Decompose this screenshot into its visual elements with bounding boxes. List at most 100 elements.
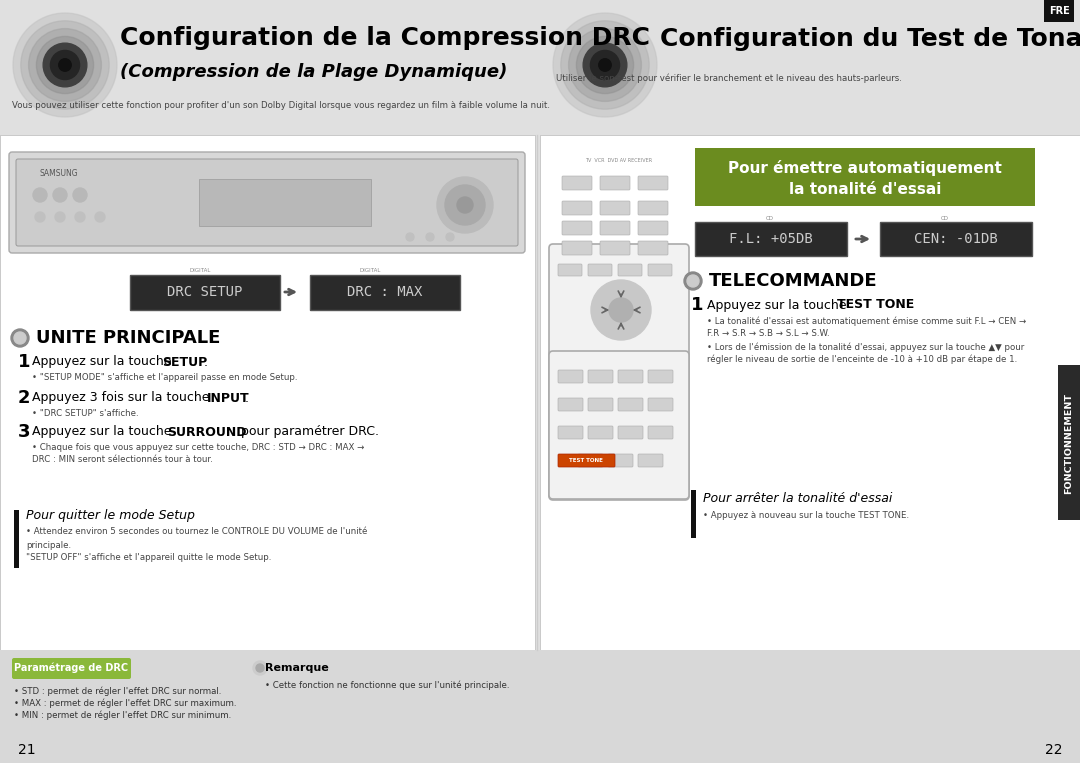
Circle shape [445,185,485,225]
Circle shape [13,13,117,117]
Circle shape [53,188,67,202]
Text: INPUT: INPUT [207,391,249,404]
FancyBboxPatch shape [0,135,535,650]
FancyBboxPatch shape [1058,365,1080,520]
Circle shape [591,50,620,79]
FancyBboxPatch shape [638,176,669,190]
Text: • "DRC SETUP" s'affiche.: • "DRC SETUP" s'affiche. [32,410,138,418]
Text: .: . [245,391,249,404]
Text: la tonalité d'essai: la tonalité d'essai [788,182,941,198]
Text: .: . [204,356,208,369]
Text: Pour émettre automatiquement: Pour émettre automatiquement [728,160,1002,176]
Circle shape [37,37,94,94]
Text: Pour quitter le mode Setup: Pour quitter le mode Setup [26,510,194,523]
FancyBboxPatch shape [618,426,643,439]
Circle shape [684,272,702,290]
Text: (Compression de la Plage Dynamique): (Compression de la Plage Dynamique) [120,63,508,81]
Circle shape [598,59,611,71]
FancyBboxPatch shape [618,398,643,411]
FancyBboxPatch shape [0,650,1080,763]
Circle shape [51,50,80,79]
FancyBboxPatch shape [600,241,630,255]
Text: DRC : MIN seront sélectionnés tour à tour.: DRC : MIN seront sélectionnés tour à tou… [32,456,213,465]
Text: Appuyez sur la touche: Appuyez sur la touche [707,298,851,311]
Text: Utiliser le son-test pour vérifier le branchement et le niveau des hauts-parleur: Utiliser le son-test pour vérifier le br… [556,73,902,82]
Text: Pour arrêter la tonalité d'essai: Pour arrêter la tonalité d'essai [703,491,892,504]
Circle shape [95,212,105,222]
FancyBboxPatch shape [540,135,1080,650]
Text: "SETUP OFF" s'affiche et l'appareil quitte le mode Setup.: "SETUP OFF" s'affiche et l'appareil quit… [26,553,271,562]
Text: • La tonalité d'essai est automatiquement émise comme suit F.L → CEN →: • La tonalité d'essai est automatiquemen… [707,316,1026,326]
FancyBboxPatch shape [600,201,630,215]
Circle shape [256,664,264,672]
Text: Remarque: Remarque [265,663,328,673]
FancyBboxPatch shape [600,221,630,235]
Text: 1: 1 [691,296,703,314]
FancyBboxPatch shape [600,176,630,190]
Text: UNITE PRINCIPALE: UNITE PRINCIPALE [36,329,220,347]
Circle shape [28,28,102,101]
FancyBboxPatch shape [696,222,847,256]
Text: • STD : permet de régler l'effet DRC sur normal.: • STD : permet de régler l'effet DRC sur… [14,686,221,696]
Text: Configuration du Test de Tonalité: Configuration du Test de Tonalité [660,25,1080,51]
FancyBboxPatch shape [558,398,583,411]
Text: 22: 22 [1044,743,1062,757]
Text: Appuyez sur la touche: Appuyez sur la touche [32,426,175,439]
Text: • Chaque fois que vous appuyez sur cette touche, DRC : STD → DRC : MAX →: • Chaque fois que vous appuyez sur cette… [32,443,364,452]
Circle shape [14,332,26,344]
Circle shape [609,298,633,322]
Text: SAMSUNG: SAMSUNG [40,169,79,178]
Circle shape [591,280,651,340]
Text: TEST TONE: TEST TONE [569,458,603,462]
FancyBboxPatch shape [310,275,460,310]
Text: Vous pouvez utiliser cette fonction pour profiter d'un son Dolby Digital lorsque: Vous pouvez utiliser cette fonction pour… [12,101,550,110]
Text: Appuyez 3 fois sur la touche: Appuyez 3 fois sur la touche [32,391,214,404]
Circle shape [75,212,85,222]
Circle shape [446,233,454,241]
Text: CEN: -01DB: CEN: -01DB [914,232,998,246]
FancyBboxPatch shape [880,222,1032,256]
Text: • "SETUP MODE" s'affiche et l'appareil passe en mode Setup.: • "SETUP MODE" s'affiche et l'appareil p… [32,374,297,382]
FancyBboxPatch shape [562,176,592,190]
Text: TEST TONE: TEST TONE [837,298,915,311]
FancyBboxPatch shape [648,398,673,411]
Circle shape [577,37,634,94]
FancyBboxPatch shape [638,241,669,255]
Text: .: . [902,298,906,311]
Circle shape [35,212,45,222]
Text: CD: CD [766,215,774,221]
Circle shape [11,329,29,347]
FancyBboxPatch shape [549,244,689,500]
FancyBboxPatch shape [562,201,592,215]
Text: F.L: +05DB: F.L: +05DB [729,232,813,246]
Circle shape [43,43,86,87]
Text: • Attendez environ 5 secondes ou tournez le CONTROLE DU VOLUME de l'unité: • Attendez environ 5 secondes ou tournez… [26,527,367,536]
FancyBboxPatch shape [691,490,696,538]
Text: SETUP: SETUP [162,356,207,369]
FancyBboxPatch shape [558,426,583,439]
FancyBboxPatch shape [648,426,673,439]
FancyBboxPatch shape [578,454,603,467]
Circle shape [406,233,414,241]
Text: 1: 1 [18,353,30,371]
FancyBboxPatch shape [16,159,518,246]
Text: pour paramétrer DRC.: pour paramétrer DRC. [237,426,379,439]
Circle shape [553,13,657,117]
Circle shape [21,21,109,109]
FancyBboxPatch shape [638,201,669,215]
FancyBboxPatch shape [588,426,613,439]
FancyBboxPatch shape [558,370,583,383]
Text: F.R → S.R → S.B → S.L → S.W.: F.R → S.R → S.B → S.L → S.W. [707,329,829,337]
FancyBboxPatch shape [638,221,669,235]
FancyBboxPatch shape [14,510,19,568]
FancyBboxPatch shape [12,658,131,679]
FancyBboxPatch shape [558,264,582,276]
Circle shape [253,661,267,675]
FancyBboxPatch shape [199,179,372,226]
Circle shape [58,59,71,71]
FancyBboxPatch shape [648,264,672,276]
FancyBboxPatch shape [9,152,525,253]
Text: CD: CD [941,215,949,221]
Circle shape [33,188,48,202]
Circle shape [437,177,492,233]
